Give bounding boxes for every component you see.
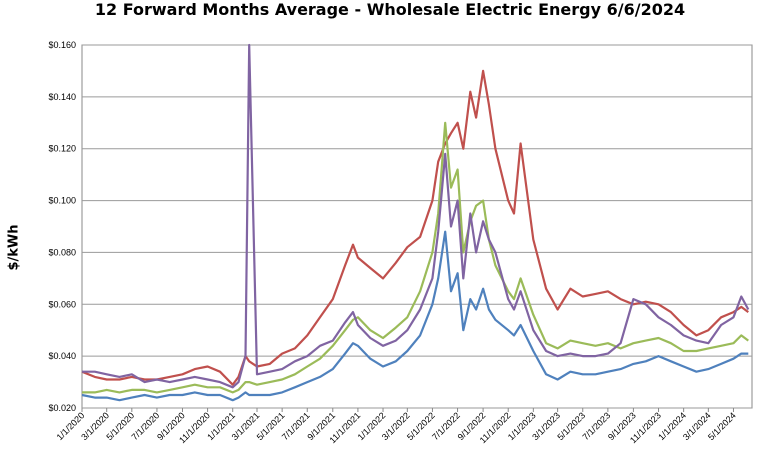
y-tick-label: $0.060 <box>48 299 76 309</box>
series-line-4 <box>81 230 749 402</box>
x-axis-ticks: 1/1/20203/1/20205/1/20207/1/20209/1/2020… <box>55 408 738 445</box>
y-tick-label: $0.040 <box>48 351 76 361</box>
x-tick-label: 5/1/2024 <box>706 410 738 442</box>
y-tick-label: $0.120 <box>48 144 76 154</box>
series-line-2 <box>82 121 749 394</box>
y-tick-label: $0.160 <box>48 40 76 50</box>
series-line-3 <box>82 43 750 389</box>
chart-title: 12 Forward Months Average - Wholesale El… <box>94 0 686 19</box>
gridlines <box>82 44 752 409</box>
y-tick-label: $0.080 <box>48 247 76 257</box>
y-tick-label: $0.100 <box>48 196 76 206</box>
y-tick-label: $0.140 <box>48 92 76 102</box>
plot-area <box>81 44 753 409</box>
y-tick-label: $0.020 <box>48 403 76 413</box>
y-axis-ticks: $0.020 $0.040 $0.060 $0.080 $0.100 $0.120 $0.1… <box>48 40 76 413</box>
series-line-1 <box>81 69 749 386</box>
series-lines <box>81 43 750 402</box>
